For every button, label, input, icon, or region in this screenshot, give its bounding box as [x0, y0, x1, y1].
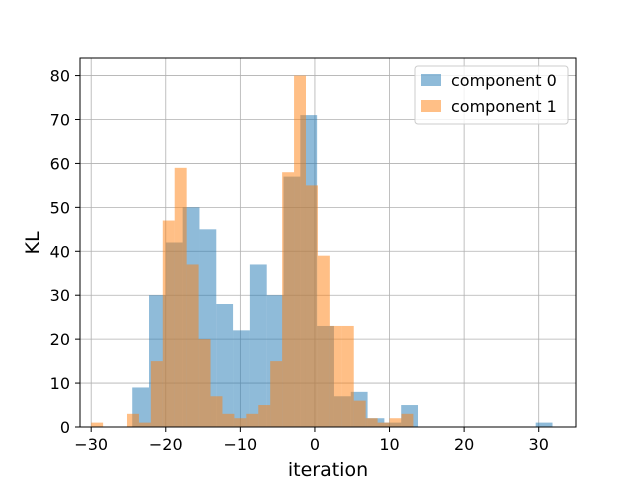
- y-tick-label: 70: [50, 111, 70, 130]
- histogram-bar: [258, 405, 271, 427]
- y-tick-label: 20: [50, 330, 70, 349]
- x-tick-label: 10: [379, 435, 399, 454]
- histogram-bar: [222, 413, 235, 427]
- y-tick-label: 0: [60, 418, 70, 437]
- legend-swatch-component-1: [421, 100, 441, 112]
- plot-frame: [79, 57, 577, 428]
- x-tick-label: −20: [149, 435, 183, 454]
- y-tick-label: 40: [50, 242, 70, 261]
- histogram-bar: [246, 413, 259, 427]
- histogram-bar: [150, 361, 163, 427]
- histogram-bar: [186, 264, 199, 427]
- histogram-bar: [282, 172, 295, 427]
- histogram-bar: [174, 167, 187, 428]
- y-tick-label: 60: [50, 154, 70, 173]
- legend: component 0 component 1: [414, 65, 569, 125]
- histogram-bar: [249, 264, 267, 427]
- histogram-bar: [138, 422, 151, 427]
- x-tick-label: 20: [454, 435, 474, 454]
- histogram-bar: [210, 396, 223, 427]
- legend-label-component-0: component 0: [451, 71, 557, 90]
- histogram-bar: [233, 330, 250, 427]
- y-tick-label: 80: [50, 67, 70, 86]
- x-tick-label: 0: [310, 435, 320, 454]
- histogram-bar: [294, 75, 306, 428]
- x-tick-label: −10: [223, 435, 257, 454]
- histogram-bar: [401, 413, 414, 427]
- x-tick-label: 30: [529, 435, 549, 454]
- legend-label-component-1: component 1: [451, 97, 557, 116]
- histogram-bar: [353, 400, 366, 427]
- histogram-bar: [305, 185, 318, 427]
- histogram-bar: [270, 361, 283, 427]
- histogram-bar: [317, 255, 330, 427]
- series-component-1-bars: [91, 75, 414, 428]
- x-tick-label: −30: [74, 435, 108, 454]
- y-tick-label: 30: [50, 286, 70, 305]
- y-axis-title: KL: [22, 231, 44, 254]
- histogram-bar: [389, 418, 402, 427]
- histogram-bar: [198, 339, 211, 427]
- x-axis-title: iteration: [288, 459, 368, 480]
- y-axis-ticks: 0 10 20 30 40 50 60 70 80: [50, 67, 80, 437]
- y-tick-label: 10: [50, 374, 70, 393]
- histogram-bar: [535, 422, 553, 427]
- histogram-bar: [126, 413, 139, 427]
- legend-swatch-component-0: [421, 74, 441, 86]
- histogram-bar: [341, 325, 354, 427]
- histogram-bar: [329, 325, 342, 427]
- histogram-bar: [91, 422, 104, 427]
- legend-frame: [414, 65, 569, 125]
- x-axis-ticks: −30 −20 −10 0 10 20 30: [74, 427, 549, 454]
- histogram-bar: [377, 422, 390, 427]
- histogram-bar: [365, 418, 378, 427]
- histogram-bar: [162, 220, 175, 427]
- histogram-bar: [234, 418, 247, 427]
- y-tick-label: 50: [50, 198, 70, 217]
